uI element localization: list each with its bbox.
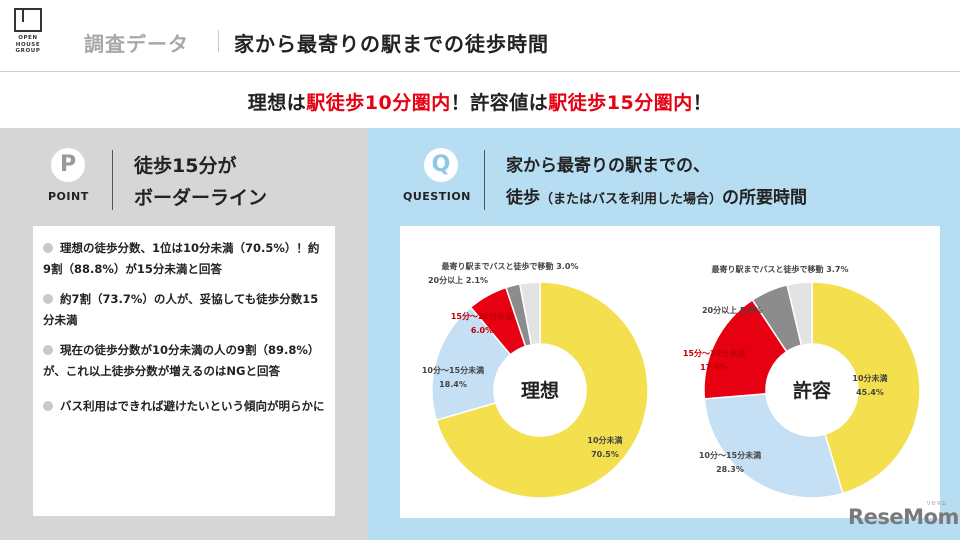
donut-slice [431,306,512,422]
slice-label: 15分～20分未満 17.0% [683,348,745,372]
resemom-watermark: ReseMom [848,505,959,529]
question-heading: 家から最寄りの駅までの、 徒歩（またはバスを利用した場合）の所要時間 [506,150,807,216]
point-heading-line: ボーダーライン [134,187,268,209]
donut-charts: 理想 10分未満 70.5% 10分～15分未満 18.4% 15分～20分未満 6.0% 2… [422,261,921,499]
point-label: POINT [48,190,89,203]
note-text: 理想の徒歩分数、1位は10分未満（70.5%）！約9割（88.8%）が15分未満… [43,241,320,276]
headline-highlight: 駅徒歩15分圏内 [548,92,693,114]
question-heading-main: 徒歩 [506,188,540,208]
donut-slice [518,281,541,346]
donut-center-label: 許容 [793,379,831,402]
slice-label: 10分未満 45.4% [852,373,887,397]
house-icon [14,8,42,32]
headline: 理想は駅徒歩10分圏内！許容値は駅徒歩15分圏内！ [0,88,960,115]
question-heading-end: の所要時間 [722,188,808,208]
question-heading-line: 家から最寄りの駅までの、 [506,156,710,176]
headline-part: 理想は [247,92,307,114]
note-item: 約7割（73.7%）の人が、妥協しても徒歩分数15分未満 [43,289,327,331]
note-text: 約7割（73.7%）の人が、妥協しても徒歩分数15分未満 [43,292,319,327]
page-title: 家から最寄りの駅までの徒歩時間 [234,32,549,56]
bullet-icon [43,243,53,253]
donut-slice [703,392,844,499]
breadcrumb-divider [218,30,219,52]
note-text: 現在の徒歩分数が10分未満の人の9割（89.8%）が、これ以上徒歩分数が増えるの… [43,343,320,378]
point-heading-line: 徒歩15分が [134,155,237,177]
point-divider [112,150,113,210]
note-item: 理想の徒歩分数、1位は10分未満（70.5%）！約9割（88.8%）が15分未満… [43,238,327,280]
bullet-icon [43,294,53,304]
note-item: バス利用はできれば避けたいという傾向が明らかに [43,396,327,417]
note-item: 現在の徒歩分数が10分未満の人の9割（89.8%）が、これ以上徒歩分数が増えるの… [43,340,327,382]
donut-slice [435,281,649,499]
slice-label: 15分～20分未満 6.0% [451,311,513,335]
bullet-icon [43,345,53,355]
donut-slice [786,281,813,347]
point-heading: 徒歩15分が ボーダーライン [134,150,267,214]
donut-slice [811,281,921,495]
headline-part: ！ [692,92,713,114]
slice-label: 10分～15分未満 28.3% [699,450,761,474]
resemom-watermark-kana: リセマム [926,501,947,507]
logo-text: OPEN HOUSE GROUP [15,35,41,54]
bullet-icon [43,401,53,411]
headline-part: ！許容値は [450,92,549,114]
slice-label: 20分以上 2.1% [428,275,488,285]
question-badge: Q [424,148,458,182]
open-house-logo: OPEN HOUSE GROUP [8,8,48,62]
question-heading-line: 徒歩（またはバスを利用した場合）の所要時間 [506,182,807,216]
question-label: QUESTION [403,190,471,203]
headline-highlight: 駅徒歩10分圏内 [306,92,451,114]
slice-label: 最寄り駅までバスと徒歩で移動 3.0% [442,261,579,271]
donut-center-label: 理想 [521,379,559,402]
breadcrumb: 調査データ [84,32,189,56]
question-heading-paren: （またはバスを利用した場合） [540,192,723,207]
slice-label: 10分未満 70.5% [587,435,622,459]
slice-label: 最寄り駅までバスと徒歩で移動 3.7% [712,264,849,274]
header: OPEN HOUSE GROUP 調査データ 家から最寄りの駅までの徒歩時間 [0,0,960,72]
note-text: バス利用はできれば避けたいという傾向が明らかに [60,399,325,413]
question-divider [484,150,485,210]
slice-label: 20分以上 5.6% [702,305,762,315]
notes-box: 理想の徒歩分数、1位は10分未満（70.5%）！約9割（88.8%）が15分未満… [33,226,335,516]
chart-card: 理想 10分未満 70.5% 10分～15分未満 18.4% 15分～20分未満 6.0% 2… [400,226,940,518]
point-badge: P [51,148,85,182]
donut-slice [703,298,788,400]
slice-label: 10分～15分未満 18.4% [422,365,484,389]
